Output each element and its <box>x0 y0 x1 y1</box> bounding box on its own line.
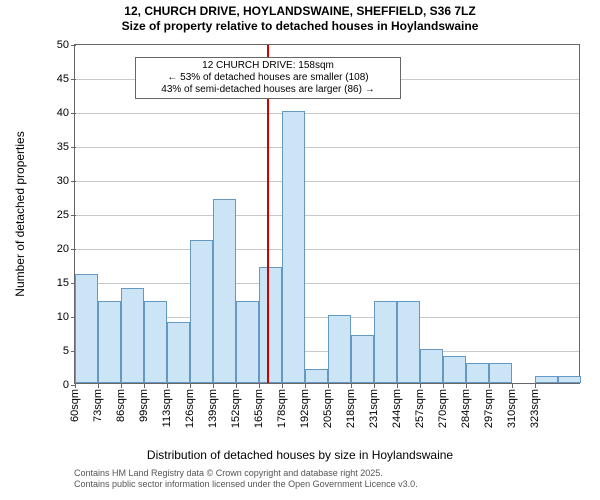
histogram-bar <box>535 376 558 383</box>
histogram-bar <box>420 349 443 383</box>
y-tick: 40 <box>57 107 75 119</box>
footer-line-2: Contains public sector information licen… <box>74 479 600 490</box>
histogram-bar <box>558 376 581 383</box>
histogram-bar <box>443 356 466 383</box>
y-tick: 50 <box>57 39 75 51</box>
x-tick: 218sqm <box>345 383 357 428</box>
x-tick: 231sqm <box>368 383 380 428</box>
histogram-bar <box>144 301 167 383</box>
x-tick: 86sqm <box>115 383 127 422</box>
annotation-line: 43% of semi-detached houses are larger (… <box>140 84 396 96</box>
x-tick: 257sqm <box>414 383 426 428</box>
y-tick: 5 <box>63 345 75 357</box>
callout-annotation: 12 CHURCH DRIVE: 158sqm← 53% of detached… <box>135 57 401 99</box>
y-tick: 20 <box>57 243 75 255</box>
y-tick: 30 <box>57 175 75 187</box>
grid-line <box>75 147 579 148</box>
histogram-bar <box>121 288 144 383</box>
histogram-bar <box>190 240 213 383</box>
x-tick: 192sqm <box>299 383 311 428</box>
annotation-line: 12 CHURCH DRIVE: 158sqm <box>140 60 396 72</box>
x-tick: 323sqm <box>529 383 541 428</box>
footer-line-1: Contains HM Land Registry data © Crown c… <box>74 468 600 479</box>
annotation-line: ← 53% of detached houses are smaller (10… <box>140 72 396 84</box>
histogram-bar <box>397 301 420 383</box>
chart-title-block: 12, CHURCH DRIVE, HOYLANDSWAINE, SHEFFIE… <box>0 4 600 34</box>
x-tick: 60sqm <box>69 383 81 422</box>
grid-line <box>75 113 579 114</box>
x-tick: 152sqm <box>230 383 242 428</box>
property-size-chart: 12, CHURCH DRIVE, HOYLANDSWAINE, SHEFFIE… <box>0 0 600 500</box>
histogram-bar <box>213 199 236 383</box>
x-tick: 310sqm <box>506 383 518 428</box>
x-tick: 178sqm <box>276 383 288 428</box>
x-tick: 165sqm <box>253 383 265 428</box>
histogram-bar <box>282 111 305 383</box>
x-axis-label: Distribution of detached houses by size … <box>0 448 600 462</box>
y-tick: 25 <box>57 209 75 221</box>
x-tick: 99sqm <box>138 383 150 422</box>
histogram-bar <box>328 315 351 383</box>
y-tick: 35 <box>57 141 75 153</box>
histogram-bar <box>489 363 512 383</box>
plot-area: 0510152025303540455060sqm73sqm86sqm99sqm… <box>74 44 580 384</box>
histogram-bar <box>98 301 121 383</box>
histogram-bar <box>305 369 328 383</box>
y-tick: 45 <box>57 73 75 85</box>
x-tick: 139sqm <box>207 383 219 428</box>
grid-line <box>75 249 579 250</box>
x-tick: 126sqm <box>184 383 196 428</box>
grid-line <box>75 181 579 182</box>
histogram-bar <box>167 322 190 383</box>
title-line-1: 12, CHURCH DRIVE, HOYLANDSWAINE, SHEFFIE… <box>0 4 600 19</box>
histogram-bar <box>351 335 374 383</box>
x-tick: 113sqm <box>161 383 173 427</box>
x-tick: 270sqm <box>437 383 449 428</box>
y-tick: 10 <box>57 311 75 323</box>
grid-line <box>75 215 579 216</box>
x-tick: 73sqm <box>92 383 104 422</box>
histogram-bar <box>75 274 98 383</box>
y-axis-label: Number of detached properties <box>13 131 27 296</box>
x-tick: 297sqm <box>483 383 495 428</box>
y-tick: 15 <box>57 277 75 289</box>
x-tick: 244sqm <box>391 383 403 428</box>
x-tick: 284sqm <box>460 383 472 428</box>
title-line-2: Size of property relative to detached ho… <box>0 19 600 34</box>
histogram-bar <box>259 267 282 383</box>
histogram-bar <box>374 301 397 383</box>
histogram-bar <box>236 301 259 383</box>
attribution-footer: Contains HM Land Registry data © Crown c… <box>0 468 600 490</box>
grid-line <box>75 283 579 284</box>
histogram-bar <box>466 363 489 383</box>
x-tick: 205sqm <box>322 383 334 428</box>
